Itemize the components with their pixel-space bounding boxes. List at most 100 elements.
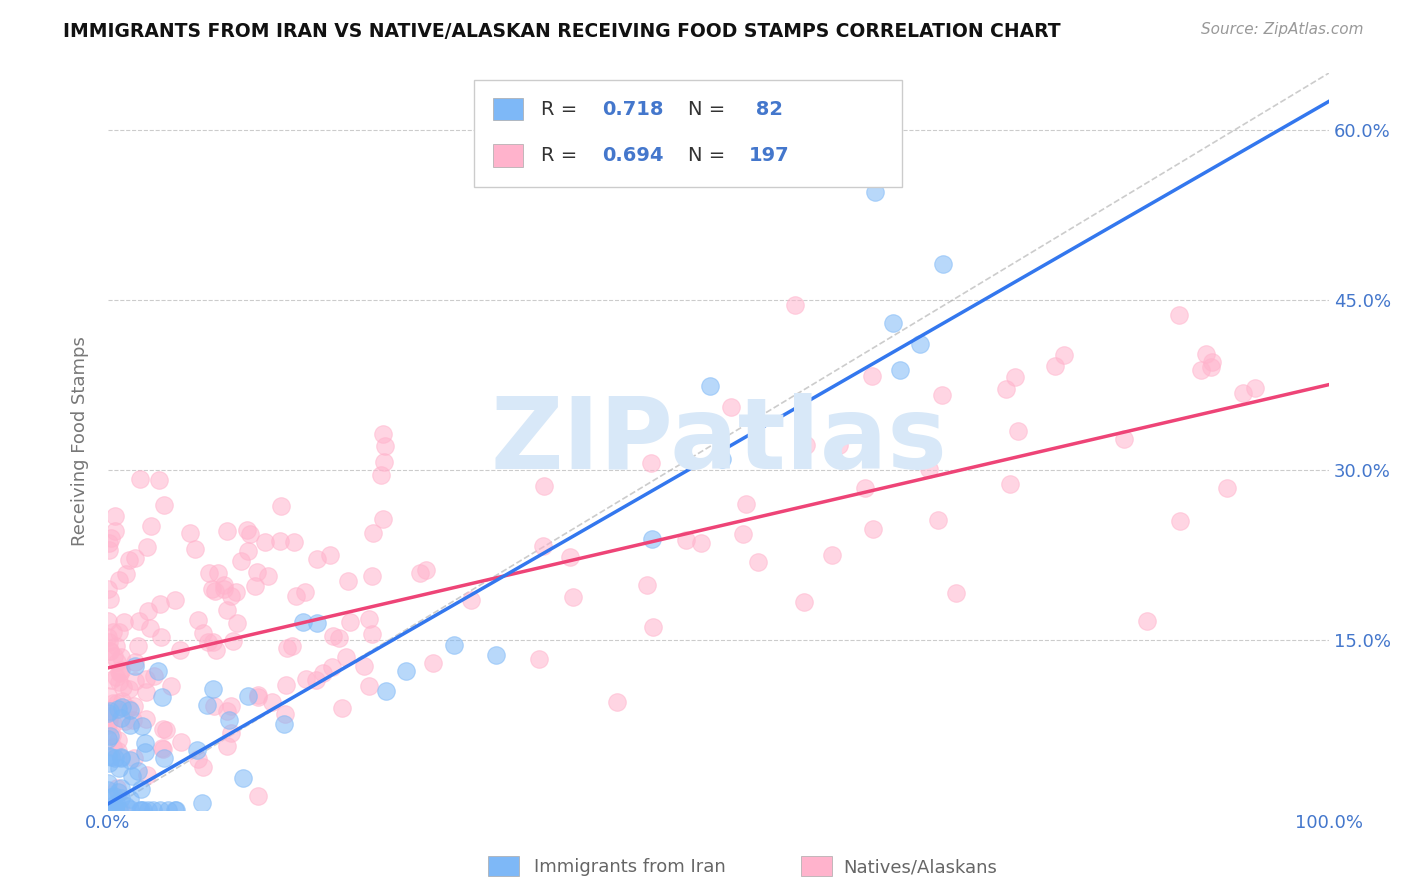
Point — [150, 741, 173, 756]
Point — [108, 624, 131, 639]
Text: Natives/Alaskans: Natives/Alaskans — [844, 858, 997, 876]
Bar — [492, 145, 523, 167]
Point — [103, 648, 125, 663]
Point — [361, 526, 384, 541]
Point — [100, 702, 122, 716]
Point — [246, 789, 269, 803]
Point — [108, 675, 131, 690]
Point — [135, 673, 157, 687]
Point — [217, 704, 239, 718]
Point — [443, 638, 465, 652]
Point — [1243, 380, 1265, 394]
Text: N =: N = — [688, 100, 731, 119]
Point — [214, 582, 236, 596]
Point — [97, 782, 120, 797]
Point — [202, 634, 225, 648]
Point — [150, 690, 173, 705]
Bar — [492, 98, 523, 120]
Point — [720, 400, 742, 414]
FancyBboxPatch shape — [474, 80, 901, 187]
Point — [246, 688, 269, 702]
Point — [110, 650, 132, 665]
Point — [361, 626, 384, 640]
Point — [284, 589, 307, 603]
Point — [136, 604, 159, 618]
Point — [276, 677, 298, 691]
Point — [330, 700, 353, 714]
Point — [225, 585, 247, 599]
Point — [100, 789, 122, 804]
Point — [132, 803, 155, 817]
Point — [97, 803, 120, 817]
Point — [270, 499, 292, 513]
Point — [335, 650, 357, 665]
Point — [103, 789, 125, 804]
Point — [186, 743, 208, 757]
Point — [107, 744, 129, 758]
Point — [321, 660, 343, 674]
Point — [1201, 359, 1223, 374]
Point — [1004, 370, 1026, 384]
Point — [862, 522, 884, 536]
Point — [361, 569, 384, 583]
Point — [918, 462, 941, 476]
Point — [98, 714, 121, 728]
Text: Immigrants from Iran: Immigrants from Iran — [534, 858, 725, 876]
Point — [110, 663, 132, 677]
Point — [107, 732, 129, 747]
Point — [152, 741, 174, 756]
Point — [152, 723, 174, 737]
Point — [889, 363, 911, 377]
Point — [641, 533, 664, 547]
Point — [103, 524, 125, 538]
Point — [998, 476, 1021, 491]
Point — [731, 526, 754, 541]
Point — [107, 785, 129, 799]
Point — [117, 701, 139, 715]
Point — [283, 535, 305, 549]
Point — [641, 620, 664, 634]
Point — [136, 803, 159, 817]
Point — [131, 719, 153, 733]
Point — [110, 665, 132, 680]
Point — [129, 803, 152, 817]
Point — [295, 673, 318, 687]
Point — [408, 566, 430, 581]
Point — [558, 550, 581, 565]
Point — [193, 760, 215, 774]
Point — [118, 553, 141, 567]
Point — [118, 718, 141, 732]
Point — [101, 803, 124, 817]
Point — [170, 735, 193, 749]
Point — [97, 536, 120, 550]
Point — [219, 699, 242, 714]
Point — [217, 603, 239, 617]
Point — [111, 680, 134, 694]
Point — [110, 803, 132, 817]
Point — [103, 624, 125, 639]
Point — [246, 565, 269, 579]
Point — [186, 752, 208, 766]
Point — [97, 630, 120, 644]
Point — [110, 751, 132, 765]
Point — [112, 615, 135, 629]
Point — [1007, 424, 1029, 438]
Point — [734, 497, 756, 511]
Point — [97, 706, 120, 720]
Point — [219, 725, 242, 739]
Point — [218, 714, 240, 728]
Point — [115, 798, 138, 813]
Point — [97, 709, 120, 723]
Point — [1112, 432, 1135, 446]
Point — [103, 803, 125, 817]
Point — [114, 566, 136, 581]
Point — [853, 481, 876, 495]
Point — [927, 513, 949, 527]
Point — [108, 760, 131, 774]
Point — [247, 690, 270, 704]
Point — [254, 535, 277, 549]
Point — [245, 579, 267, 593]
Point — [105, 781, 128, 796]
Point — [101, 739, 124, 754]
Text: 197: 197 — [749, 146, 790, 165]
